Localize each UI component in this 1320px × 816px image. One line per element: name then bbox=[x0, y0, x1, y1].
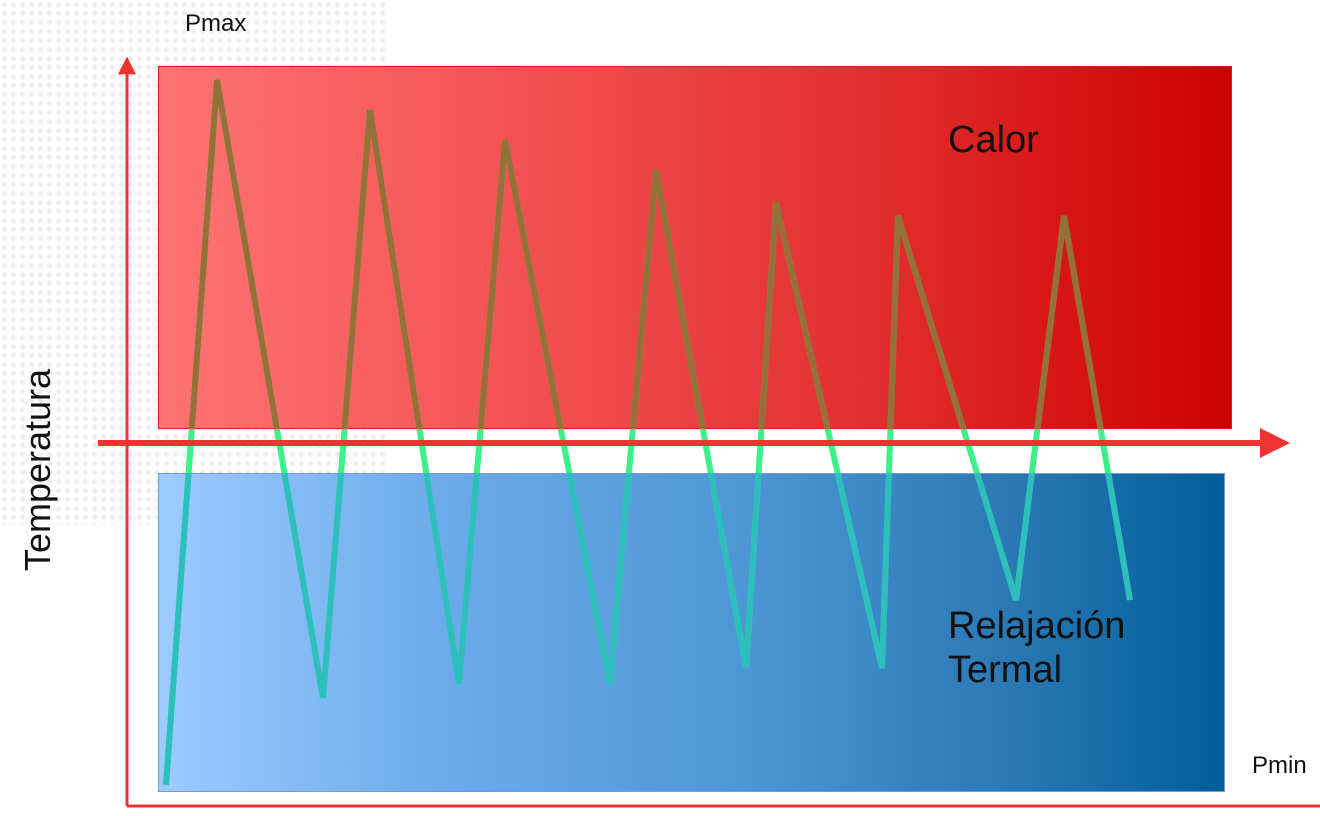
heat-label: Calor bbox=[948, 119, 1039, 161]
thermal-relaxation-label-line1: Relajación bbox=[948, 605, 1126, 647]
y-axis-label: Temperatura bbox=[17, 368, 58, 572]
temperature-wave-cool-part bbox=[163, 473, 1133, 786]
thermal-relaxation-region bbox=[158, 473, 1225, 792]
pmin-label: Pmin bbox=[1252, 752, 1307, 779]
pmax-label: Pmax bbox=[185, 10, 247, 37]
thermal-relaxation-label: Relajación Termal bbox=[948, 604, 1125, 692]
thermal-relaxation-label-line2: Termal bbox=[948, 649, 1063, 691]
heat-region bbox=[158, 66, 1232, 429]
temperature-wave-heat-part bbox=[188, 79, 1104, 429]
